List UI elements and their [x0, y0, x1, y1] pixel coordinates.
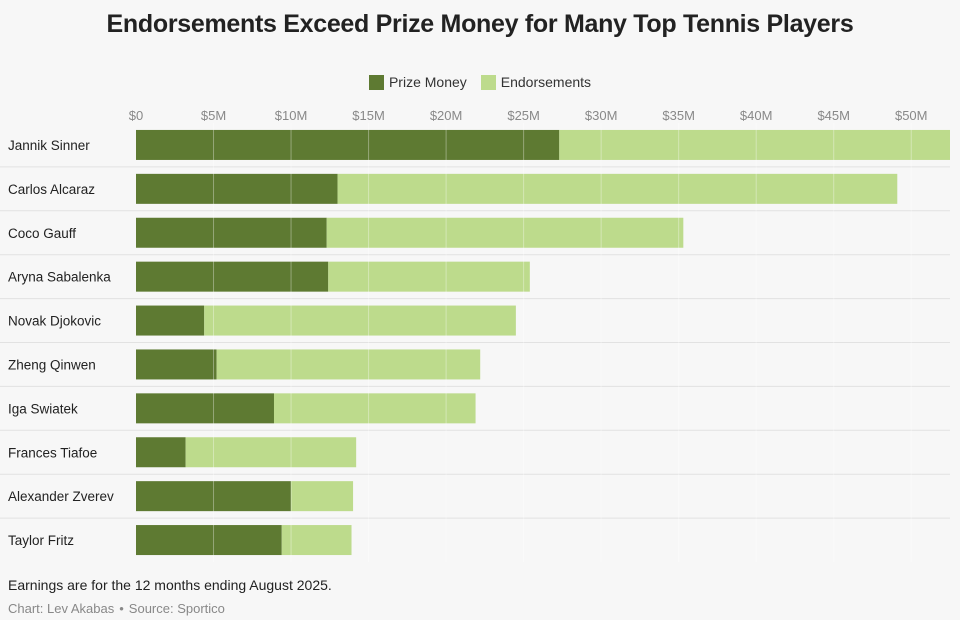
category-label-jannik-sinner: Jannik Sinner — [8, 138, 90, 153]
legend: Prize Money Endorsements — [0, 74, 960, 90]
bar-endorsements-iga-swiatek — [273, 393, 476, 424]
bar-prize-money-novak-djokovic — [136, 305, 205, 336]
legend-swatch-endorsements — [480, 74, 496, 90]
bar-prize-money-frances-tiafoe — [136, 437, 186, 468]
bar-endorsements-taylor-fritz — [281, 525, 352, 556]
chart-title: Endorsements Exceed Prize Money for Many… — [106, 10, 854, 38]
bar-chart: Jannik Sinner Carlos Alcaraz Coco Gauff Ary… — [0, 108, 950, 556]
bar-prize-money-taylor-fritz — [136, 525, 282, 556]
legend-item-prize-money: Prize Money — [368, 74, 467, 90]
bar-endorsements-aryna-sabalenka — [328, 261, 530, 292]
bar-endorsements-frances-tiafoe — [185, 437, 357, 468]
legend-swatch-prize-money — [368, 74, 384, 90]
bar-prize-money-coco-gauff — [136, 217, 327, 248]
bar-prize-money-aryna-sabalenka — [136, 261, 329, 292]
bar-prize-money-zheng-qinwen — [136, 349, 217, 380]
legend-label-endorsements: Endorsements — [500, 74, 592, 90]
x-tick-label: $0 — [129, 108, 143, 123]
x-tick-label: $45M — [817, 108, 850, 123]
credit-line: Chart: Lev Akabas • Source: Sportico — [8, 601, 225, 616]
x-tick-label: $50M — [895, 108, 928, 123]
credit-separator: • — [119, 601, 124, 616]
category-label-carlos-alcaraz: Carlos Alcaraz — [8, 182, 95, 197]
bar-endorsements-novak-djokovic — [204, 305, 516, 336]
x-tick-label: $5M — [201, 108, 226, 123]
legend-item-endorsements: Endorsements — [480, 74, 592, 90]
category-label-aryna-sabalenka: Aryna Sabalenka — [8, 270, 111, 285]
x-tick-label: $15M — [352, 108, 385, 123]
category-label-taylor-fritz: Taylor Fritz — [8, 533, 74, 548]
x-tick-label: $35M — [662, 108, 695, 123]
x-tick-label: $20M — [430, 108, 463, 123]
bar-endorsements-carlos-alcaraz — [337, 173, 898, 204]
bar-prize-money-carlos-alcaraz — [136, 173, 338, 204]
source-credit: Source: Sportico — [128, 601, 225, 616]
bar-endorsements-zheng-qinwen — [216, 349, 481, 380]
bar-endorsements-coco-gauff — [326, 217, 684, 248]
x-tick-label: $30M — [585, 108, 618, 123]
bar-prize-money-jannik-sinner — [136, 129, 560, 160]
bar-endorsements-jannik-sinner — [559, 129, 950, 160]
x-tick-label: $10M — [275, 108, 308, 123]
category-label-frances-tiafoe: Frances Tiafoe — [8, 445, 97, 460]
category-label-iga-swiatek: Iga Swiatek — [8, 401, 78, 416]
bar-prize-money-iga-swiatek — [136, 393, 274, 424]
category-label-zheng-qinwen: Zheng Qinwen — [8, 357, 96, 372]
category-label-novak-djokovic: Novak Djokovic — [8, 314, 101, 329]
chart-credit: Chart: Lev Akabas — [8, 601, 115, 616]
x-tick-label: $25M — [507, 108, 540, 123]
legend-label-prize-money: Prize Money — [388, 74, 467, 90]
category-label-coco-gauff: Coco Gauff — [8, 226, 76, 241]
category-label-alexander-zverev: Alexander Zverev — [8, 489, 114, 504]
bar-prize-money-alexander-zverev — [136, 481, 292, 512]
x-tick-label: $40M — [740, 108, 773, 123]
footnote: Earnings are for the 12 months ending Au… — [8, 577, 332, 593]
bar-endorsements-alexander-zverev — [291, 481, 354, 512]
